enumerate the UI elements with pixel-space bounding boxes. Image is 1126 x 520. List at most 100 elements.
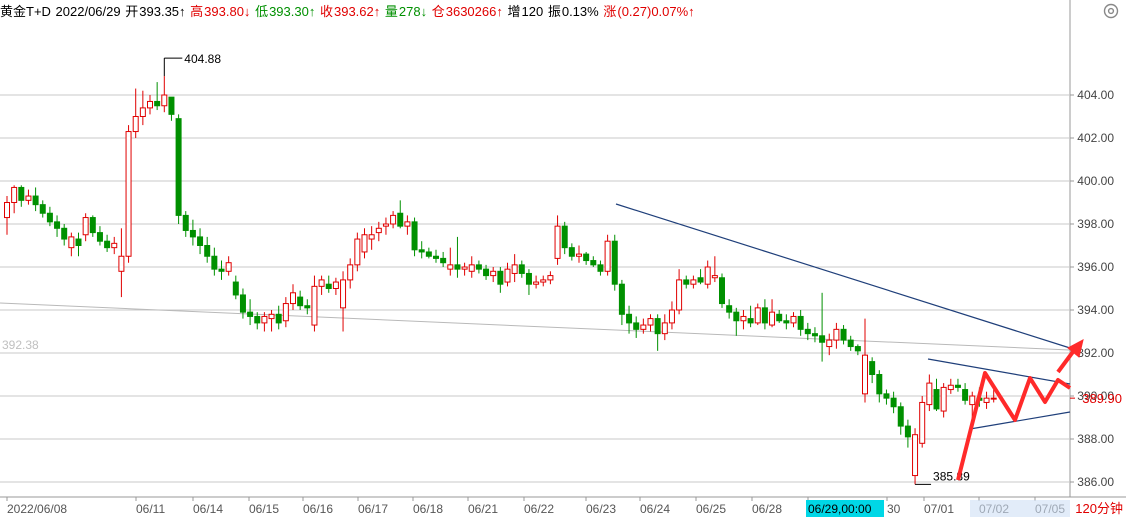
candle-down xyxy=(154,100,161,107)
candle-down xyxy=(747,318,754,324)
x-tick-label: 07/01 xyxy=(924,502,954,516)
amplitude-label: 振 xyxy=(547,4,561,19)
candle-down xyxy=(618,283,625,315)
candle-up xyxy=(311,285,318,326)
candle-down xyxy=(239,294,246,313)
x-tick-label: 2022/06/08 xyxy=(7,502,67,516)
y-tick-label: 392.00 xyxy=(1077,346,1114,360)
candle-up xyxy=(332,281,339,289)
candle-down xyxy=(483,268,490,277)
open-label: 开 xyxy=(125,4,139,19)
triangle-upper-line xyxy=(927,358,1071,385)
candle-down xyxy=(590,260,597,266)
period-selector[interactable]: 120分钟 xyxy=(1073,499,1125,518)
instrument-name: 黄金T+D xyxy=(0,4,51,19)
candle-down xyxy=(397,212,404,227)
low-marker-label: 385.89 xyxy=(933,469,970,483)
candle-up xyxy=(990,397,997,400)
candle-down xyxy=(454,264,461,270)
candle-up xyxy=(604,240,611,272)
candle-down xyxy=(525,272,532,285)
high-marker-label: 404.88 xyxy=(184,52,221,66)
candle-up xyxy=(261,315,268,324)
candle-up xyxy=(711,275,718,279)
amplitude-value: 0.13% xyxy=(561,4,599,19)
candle-down xyxy=(583,253,590,262)
candle-up xyxy=(769,311,776,326)
candle-up xyxy=(468,264,475,272)
candle-down xyxy=(869,361,876,376)
x-tick-highlight xyxy=(806,500,884,517)
candle-down xyxy=(411,221,418,251)
candle-down xyxy=(232,281,239,296)
candle-up xyxy=(554,225,561,259)
current-price-label: 389.90 xyxy=(1082,391,1122,406)
candle-up xyxy=(147,100,153,109)
candle-up xyxy=(661,322,668,335)
y-tick-label: 400.00 xyxy=(1077,174,1114,188)
candle-down xyxy=(61,227,68,240)
candle-down xyxy=(218,268,225,272)
candle-down xyxy=(597,264,604,272)
x-tick-label: 06/18 xyxy=(413,502,443,516)
candle-down xyxy=(182,214,189,231)
increase-label: 增 xyxy=(507,4,521,19)
candle-up xyxy=(833,328,840,341)
candle-up xyxy=(790,315,797,324)
candle-down xyxy=(719,277,725,305)
candle-up xyxy=(118,255,125,272)
candle-down xyxy=(433,255,439,259)
candle-up xyxy=(11,186,18,203)
candle-up xyxy=(111,242,118,249)
increase-value: 120 xyxy=(521,4,544,19)
candle-down xyxy=(633,322,640,330)
candle-down xyxy=(197,236,204,246)
x-tick-label: 06/28 xyxy=(752,502,782,516)
candle-up xyxy=(132,116,139,133)
candle-up xyxy=(740,315,747,322)
candle-up xyxy=(139,107,146,118)
candle-down xyxy=(840,328,847,341)
gear-icon[interactable] xyxy=(1102,2,1120,20)
candle-up xyxy=(533,281,540,285)
candle-up xyxy=(225,262,232,272)
candle-down xyxy=(175,118,182,216)
close-value: 393.62↑ xyxy=(333,4,381,19)
bar-date: 2022/06/29 xyxy=(55,4,121,19)
candle-down xyxy=(890,397,897,408)
low-value: 393.30↑ xyxy=(269,4,316,19)
low-label: 低 xyxy=(255,4,269,19)
y-tick-label: 394.00 xyxy=(1077,303,1114,317)
candle-up xyxy=(4,202,10,219)
change-label: 涨 xyxy=(603,4,617,19)
candle-down xyxy=(32,195,39,206)
support-line xyxy=(0,302,1071,351)
candle-down xyxy=(783,320,790,324)
x-tick-label: 06/23 xyxy=(586,502,616,516)
candle-down xyxy=(854,346,861,352)
change-value: (0.27)0.07%↑ xyxy=(617,4,695,19)
candle-down xyxy=(211,255,218,270)
candle-up xyxy=(947,384,954,391)
candle-down xyxy=(247,311,254,317)
x-tick-label: 06/17 xyxy=(358,502,388,516)
y-tick-label: 398.00 xyxy=(1077,217,1114,231)
x-tick-label: 06/11 xyxy=(136,502,165,516)
y-tick-label: 396.00 xyxy=(1077,260,1114,274)
candle-up xyxy=(983,397,990,403)
candle-up xyxy=(390,214,397,225)
candle-down xyxy=(275,313,282,324)
candle-down xyxy=(847,339,854,348)
candle-down xyxy=(96,232,103,242)
candle-up xyxy=(25,195,32,201)
close-label: 收 xyxy=(319,4,333,19)
high-value: 393.80↓ xyxy=(204,4,251,19)
candle-up xyxy=(368,234,375,240)
candle-up xyxy=(862,354,868,395)
candle-down xyxy=(568,247,575,257)
candle-up xyxy=(754,307,761,324)
candle-up xyxy=(676,279,683,311)
x-tick-label: 06/22 xyxy=(524,502,554,516)
